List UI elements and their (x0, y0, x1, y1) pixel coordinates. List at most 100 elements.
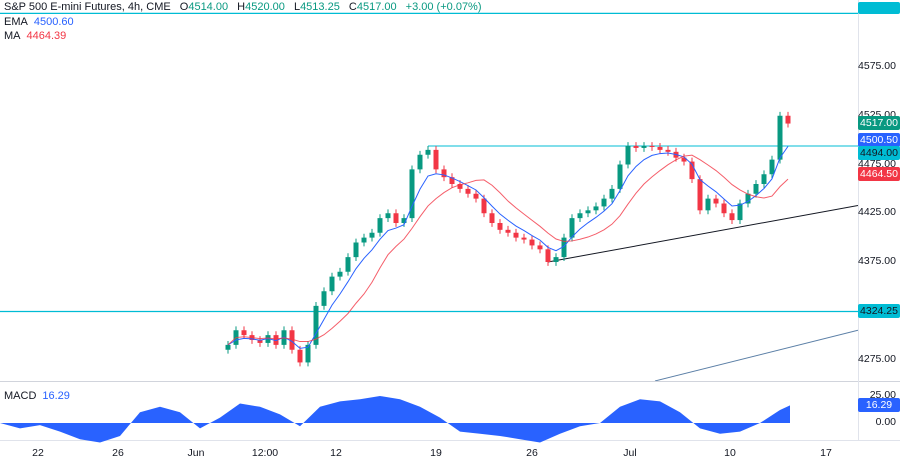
candle (761, 174, 767, 184)
time-tick: 17 (820, 447, 832, 459)
candle (745, 193, 751, 204)
candle (385, 213, 391, 219)
change-value: +3.00 (+0.07%) (405, 1, 482, 13)
close-value: 4517.00 (356, 1, 397, 13)
ma-legend[interactable]: MA 4464.39 (4, 30, 67, 42)
candle (561, 237, 567, 258)
candle (689, 161, 695, 180)
candle (257, 340, 263, 343)
candle (681, 157, 687, 162)
candle (481, 198, 487, 214)
candle (433, 149, 439, 170)
candle (473, 193, 479, 199)
candle (305, 344, 311, 363)
price-label-ema: 4500.50 (858, 133, 900, 147)
candle (777, 115, 783, 160)
time-tick: 26 (112, 447, 124, 459)
candle (377, 218, 383, 233)
candle (337, 271, 343, 277)
price-label-level: 4324.25 (858, 304, 900, 318)
candle (753, 184, 759, 194)
ema-line (227, 146, 789, 349)
candle (553, 257, 559, 262)
time-tick: 10 (724, 447, 736, 459)
candle (353, 242, 359, 258)
candle (505, 229, 511, 233)
candle (289, 330, 295, 350)
candle (225, 344, 231, 350)
ema-legend[interactable]: EMA 4500.60 (4, 16, 74, 28)
candle (585, 210, 591, 214)
high-value: 4520.00 (245, 1, 285, 13)
price-label-last: 4517.00 (858, 116, 900, 130)
candle (345, 257, 351, 272)
macd-value-label: 16.29 (858, 398, 900, 413)
symbol-title: S&P 500 E-mini Futures, 4h, CME (4, 1, 171, 13)
candle (489, 213, 495, 223)
time-tick: 26 (526, 447, 538, 459)
macd-tick: 0.00 (875, 416, 896, 428)
candle (569, 218, 575, 238)
candle (729, 213, 735, 221)
time-tick: Jul (623, 447, 637, 459)
candle (425, 149, 431, 155)
candle (521, 237, 527, 240)
candle (441, 169, 447, 178)
candle (697, 179, 703, 211)
candle (633, 145, 639, 148)
candle (369, 232, 375, 238)
price-tick: 4575.00 (858, 60, 896, 72)
candle (737, 203, 743, 221)
candle (329, 276, 335, 292)
candle (529, 239, 535, 246)
time-tick: 12 (330, 447, 342, 459)
symbol-legend: S&P 500 E-mini Futures, 4h, CME O4514.00… (4, 1, 482, 13)
open-value: 4514.00 (188, 1, 229, 13)
lower-channel-line (654, 329, 858, 381)
ma-line (227, 154, 789, 346)
candle (617, 164, 623, 189)
candle (625, 145, 631, 165)
candle (769, 159, 775, 175)
time-tick: 12:00 (251, 447, 279, 459)
candle (401, 218, 407, 223)
candle (321, 291, 327, 306)
candle (545, 249, 551, 262)
candle (313, 305, 319, 345)
candle (657, 146, 663, 150)
candle (649, 145, 655, 147)
macd-area (0, 396, 790, 443)
time-tick: Jun (187, 447, 205, 459)
candle (361, 237, 367, 243)
time-tick: 22 (32, 447, 44, 459)
price-label-ma: 4464.50 (858, 167, 900, 181)
candle (665, 149, 671, 152)
candle (457, 184, 463, 189)
candle (409, 169, 415, 219)
macd-tick: 25.00 (869, 389, 896, 401)
price-pane (0, 12, 858, 381)
price-tick: 4475.00 (858, 157, 896, 170)
candle (393, 213, 399, 223)
price-label-level: 4494.00 (858, 146, 900, 160)
candle (417, 154, 423, 170)
price-tick: 4425.00 (858, 206, 896, 219)
candle (273, 335, 279, 345)
top-level-label (858, 2, 900, 14)
candle (785, 115, 791, 124)
candle (609, 188, 615, 199)
candle (705, 198, 711, 211)
candle (241, 330, 247, 336)
candle (577, 213, 583, 219)
low-value: 4513.25 (300, 1, 340, 13)
candle (537, 245, 543, 250)
candle (297, 349, 303, 363)
candle (465, 188, 471, 194)
price-tick: 4275.00 (858, 352, 896, 365)
macd-legend[interactable]: MACD 16.29 (4, 390, 70, 402)
candle (641, 145, 647, 148)
trendline (547, 204, 858, 263)
time-tick: 19 (430, 447, 442, 459)
